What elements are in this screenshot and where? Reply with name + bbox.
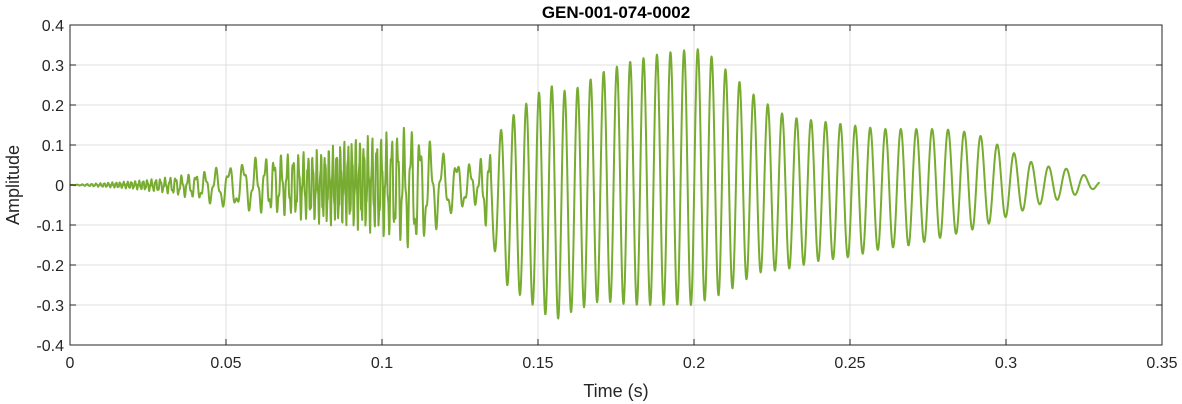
x-tick-label: 0.25: [834, 355, 865, 372]
y-tick-label: -0.1: [36, 218, 64, 235]
chart-title: GEN-001-074-0002: [542, 3, 690, 22]
y-tick-label: 0: [55, 178, 64, 195]
y-tick-label: 0.3: [42, 58, 64, 75]
series-layer: [69, 48, 1101, 320]
y-tick-label: 0.1: [42, 138, 64, 155]
x-axis-label: Time (s): [583, 381, 648, 401]
y-tick-label: 0.2: [42, 98, 64, 115]
x-tick-labels: 0 0.05 0.1 0.15 0.2 0.25 0.3 0.35: [66, 355, 1178, 372]
y-tick-label: -0.2: [36, 258, 64, 275]
x-tick-label: 0.05: [210, 355, 241, 372]
y-tick-label: 0.4: [42, 18, 64, 35]
x-tick-label: 0.3: [995, 355, 1017, 372]
y-axis-label: Amplitude: [3, 145, 23, 225]
y-tick-label: -0.4: [36, 338, 64, 355]
y-tick-labels: -0.4 -0.3 -0.2 -0.1 0 0.1 0.2 0.3 0.4: [36, 18, 64, 355]
x-tick-label: 0.35: [1146, 355, 1177, 372]
x-tick-label: 0.1: [371, 355, 393, 372]
x-tick-label: 0: [66, 355, 75, 372]
y-tick-label: -0.3: [36, 298, 64, 315]
tick-marks: [69, 24, 1163, 346]
x-tick-label: 0.15: [522, 355, 553, 372]
x-tick-label: 0.2: [683, 355, 705, 372]
waveform-line: [69, 48, 1101, 320]
